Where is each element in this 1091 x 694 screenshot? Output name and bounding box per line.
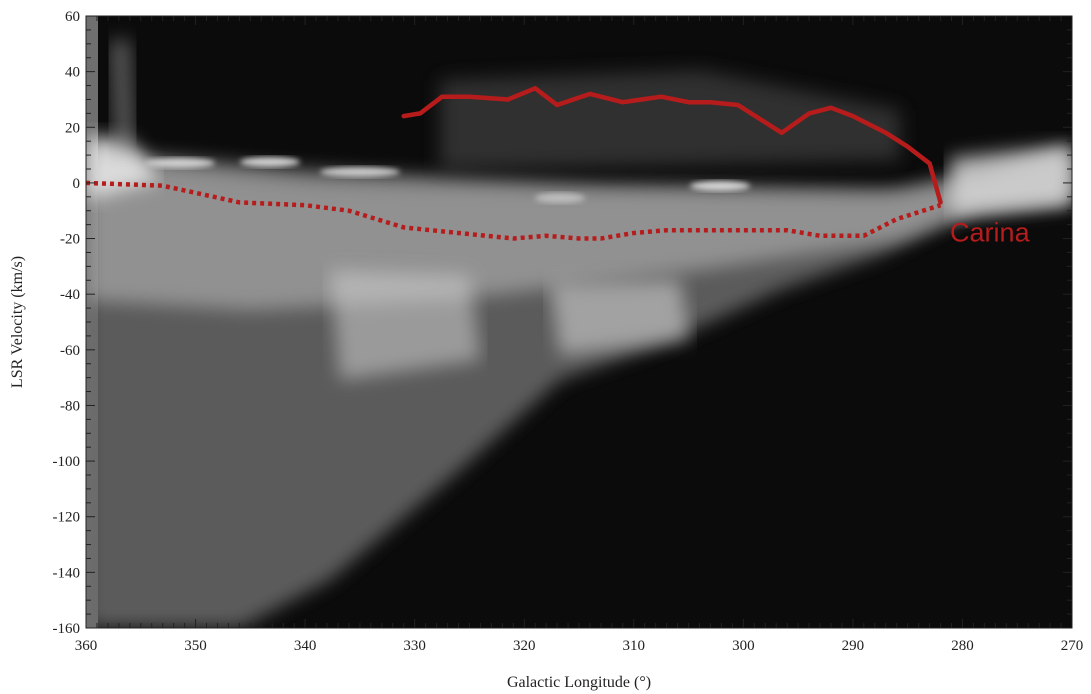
y-tick-label: 0 bbox=[73, 176, 81, 192]
y-tick-label: -80 bbox=[60, 398, 80, 414]
x-tick-label: 320 bbox=[513, 638, 536, 654]
y-tick-label: -100 bbox=[53, 454, 81, 470]
emission-map-image bbox=[86, 16, 1072, 628]
x-tick-label: 330 bbox=[403, 638, 426, 654]
x-tick-label: 360 bbox=[75, 638, 98, 654]
x-tick-label: 300 bbox=[732, 638, 755, 654]
y-tick-label: -60 bbox=[60, 343, 80, 359]
x-tick-label: 350 bbox=[184, 638, 207, 654]
y-tick-label: 40 bbox=[65, 65, 80, 81]
y-tick-label: -40 bbox=[60, 287, 80, 303]
line-series-group bbox=[86, 86, 943, 241]
y-tick-label: -20 bbox=[60, 232, 80, 248]
y-tick-label: -140 bbox=[53, 565, 81, 581]
x-axis-label: Galactic Longitude (°) bbox=[507, 674, 651, 691]
y-tick-label: -160 bbox=[53, 621, 81, 637]
y-axis-label: LSR Velocity (km/s) bbox=[9, 256, 26, 388]
carina-solid-line bbox=[401, 86, 943, 205]
y-tick-label: 20 bbox=[65, 120, 80, 136]
x-tick-labels: 360 350 340 330 320 310 300 290 280 270 bbox=[75, 638, 1084, 654]
x-tick-label: 340 bbox=[294, 638, 317, 654]
x-tick-label: 270 bbox=[1061, 638, 1084, 654]
y-tick-label: -120 bbox=[53, 510, 81, 526]
y-tick-label: 60 bbox=[65, 9, 80, 25]
y-tick-labels: 60 40 20 0 -20 -40 -60 -80 -100 -120 -140 -160 bbox=[53, 9, 81, 637]
axis-ticks bbox=[85, 15, 1073, 629]
carina-annotation: Carina bbox=[950, 217, 1031, 247]
x-tick-label: 280 bbox=[951, 638, 974, 654]
x-tick-label: 310 bbox=[623, 638, 646, 654]
x-tick-label: 290 bbox=[842, 638, 865, 654]
